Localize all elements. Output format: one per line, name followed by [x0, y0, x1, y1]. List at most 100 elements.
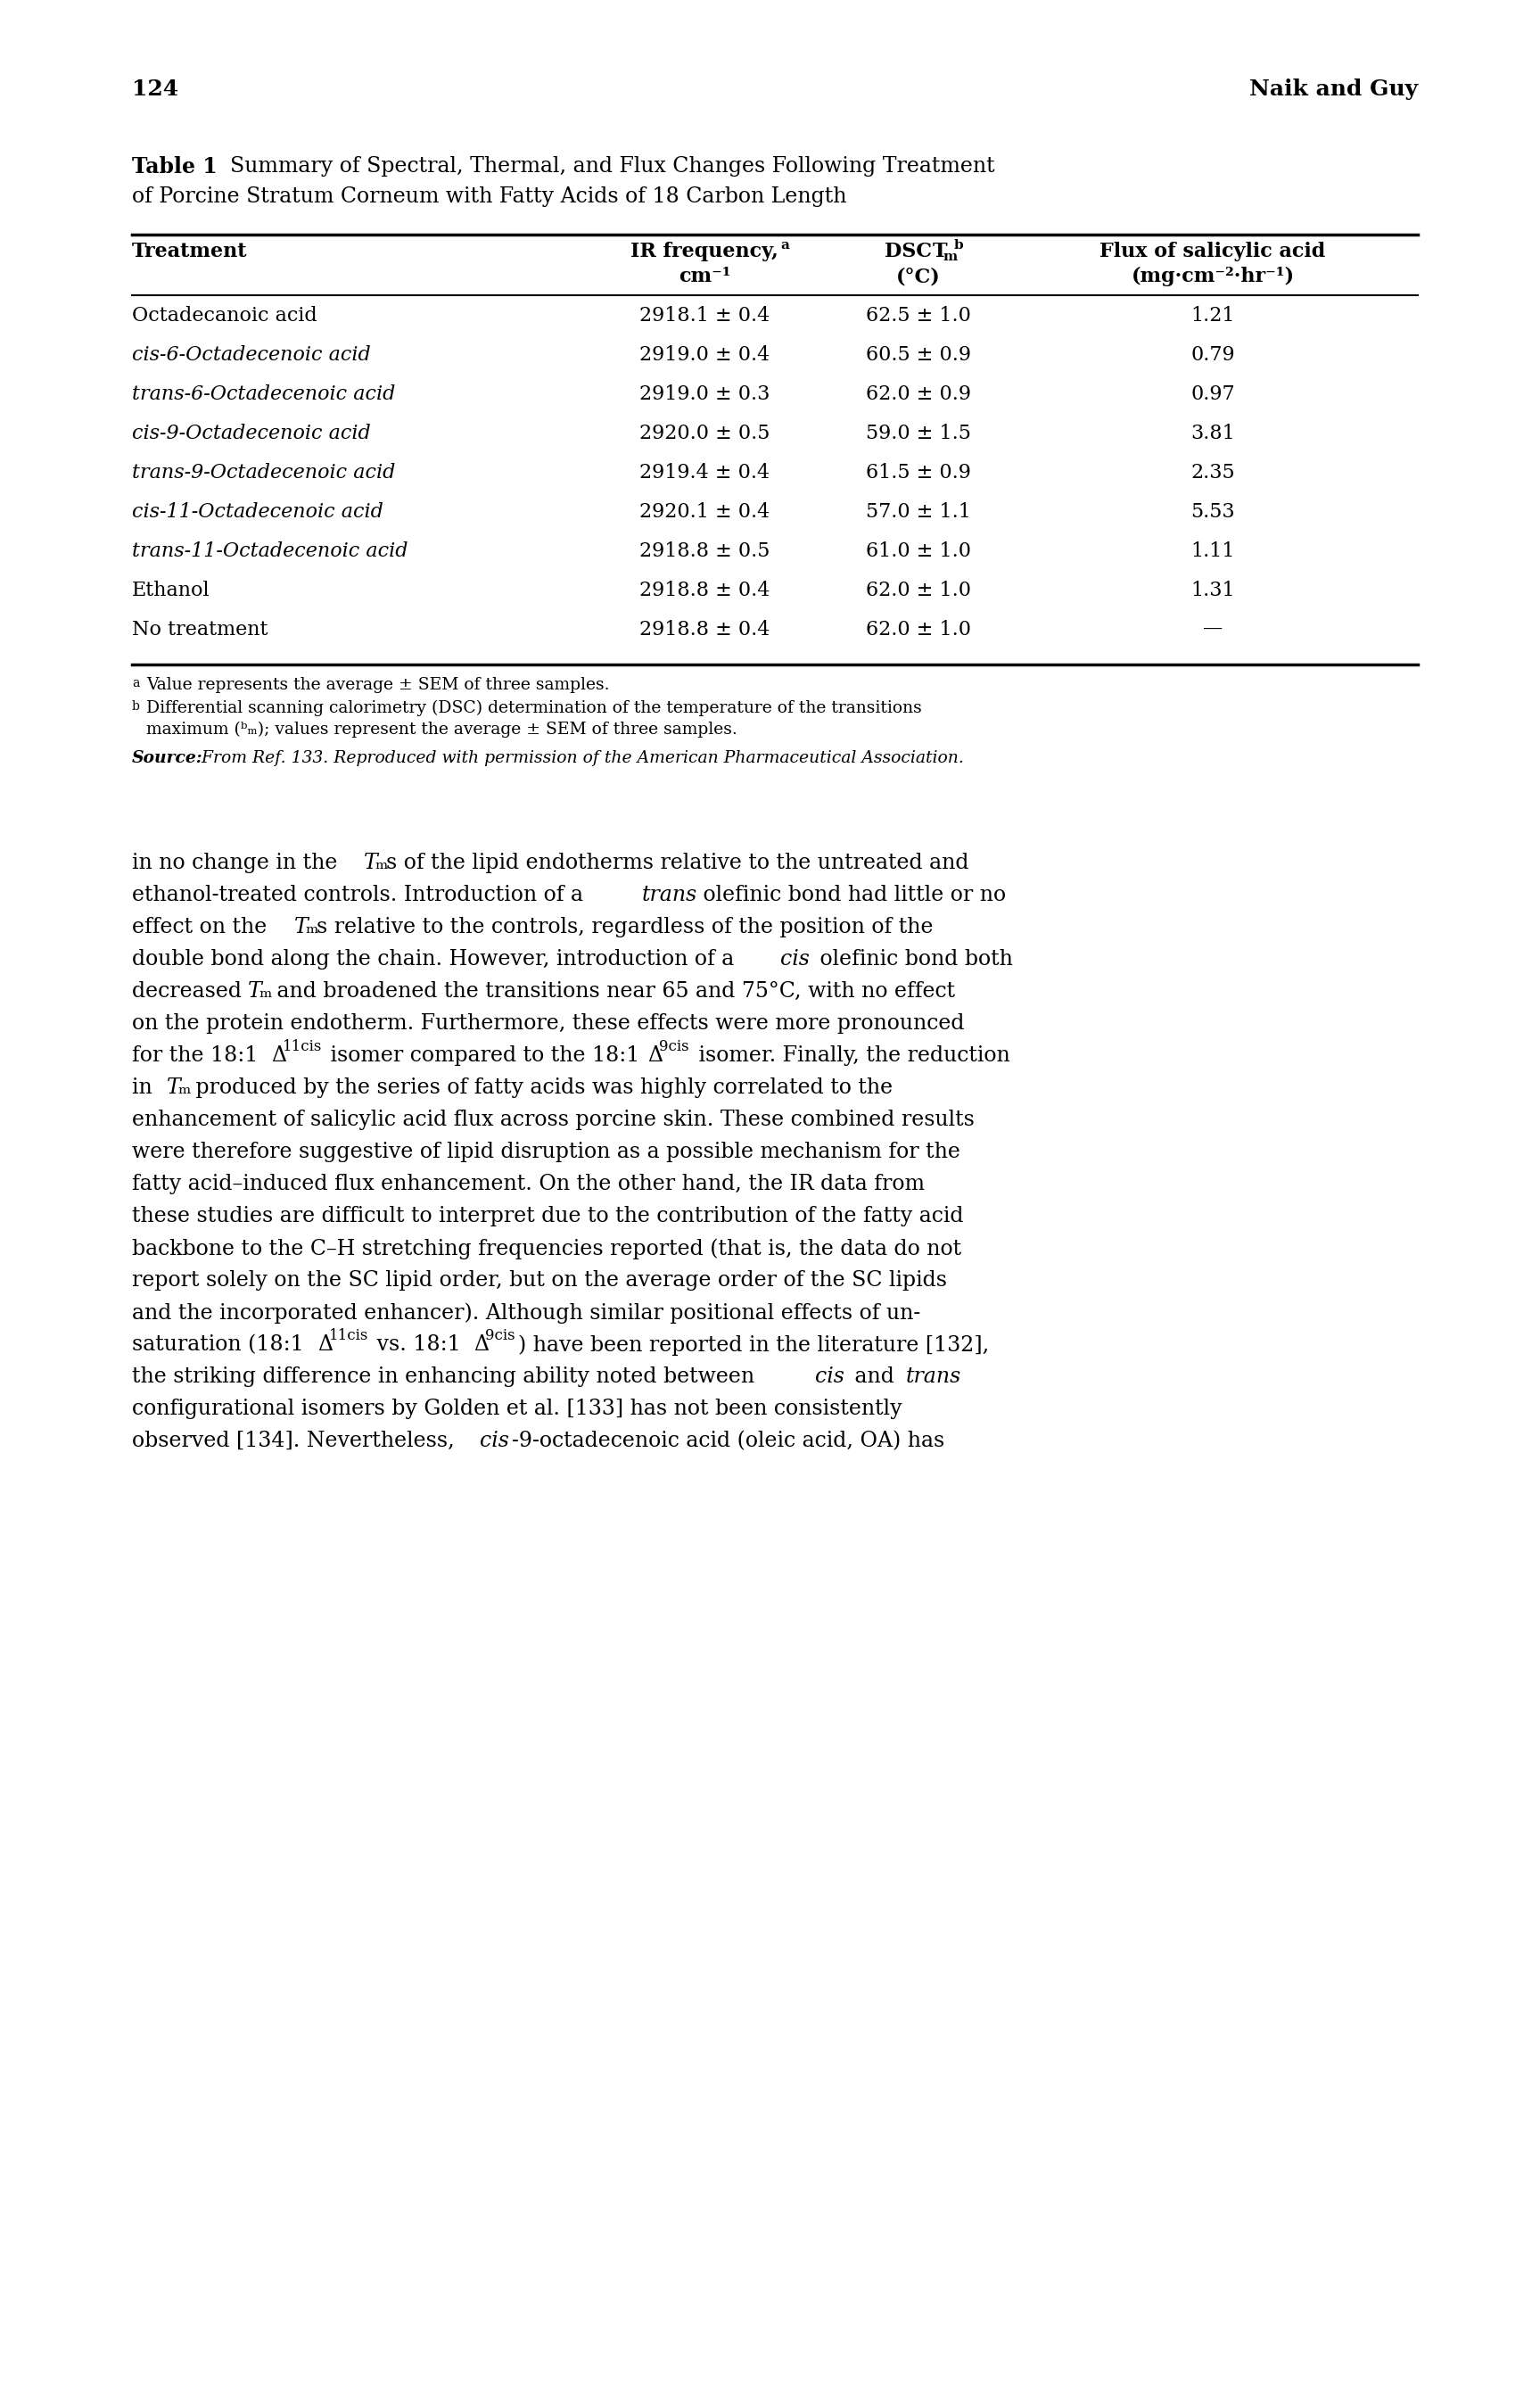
Text: Ethanol: Ethanol	[132, 581, 209, 600]
Text: -9-octadecenoic acid (oleic acid, OA) has: -9-octadecenoic acid (oleic acid, OA) ha…	[513, 1432, 946, 1451]
Text: ) have been reported in the literature [132],: ) have been reported in the literature […	[517, 1336, 989, 1355]
Text: configurational isomers by Golden et al. [133] has not been consistently: configurational isomers by Golden et al.…	[132, 1398, 902, 1420]
Text: 124: 124	[132, 79, 179, 101]
Text: the striking difference in enhancing ability noted between: the striking difference in enhancing abi…	[132, 1367, 761, 1386]
Text: saturation (18:1: saturation (18:1	[132, 1336, 303, 1355]
Text: 2919.4 ± 0.4: 2919.4 ± 0.4	[639, 464, 770, 483]
Text: Δ: Δ	[271, 1045, 286, 1066]
Text: 61.0 ± 1.0: 61.0 ± 1.0	[865, 540, 972, 562]
Text: 3.81: 3.81	[1190, 423, 1235, 444]
Text: olefinic bond had little or no: olefinic bond had little or no	[696, 884, 1006, 906]
Text: 2920.1 ± 0.4: 2920.1 ± 0.4	[639, 502, 770, 521]
Text: Table 1: Table 1	[132, 156, 217, 178]
Text: produced by the series of fatty acids was highly correlated to the: produced by the series of fatty acids wa…	[189, 1078, 893, 1098]
Text: were therefore suggestive of lipid disruption as a possible mechanism for the: were therefore suggestive of lipid disru…	[132, 1141, 961, 1163]
Text: T: T	[248, 980, 262, 1002]
Text: of Porcine Stratum Corneum with Fatty Acids of 18 Carbon Length: of Porcine Stratum Corneum with Fatty Ac…	[132, 187, 847, 207]
Text: Octadecanoic acid: Octadecanoic acid	[132, 305, 317, 327]
Text: in: in	[132, 1078, 159, 1098]
Text: Δ: Δ	[648, 1045, 662, 1066]
Text: observed [134]. Nevertheless,: observed [134]. Nevertheless,	[132, 1432, 462, 1451]
Text: ethanol-treated controls. Introduction of a: ethanol-treated controls. Introduction o…	[132, 884, 590, 906]
Text: and the incorporated enhancer). Although similar positional effects of un-: and the incorporated enhancer). Although…	[132, 1302, 921, 1324]
Text: 57.0 ± 1.1: 57.0 ± 1.1	[865, 502, 972, 521]
Text: T: T	[933, 243, 947, 262]
Text: No treatment: No treatment	[132, 620, 268, 639]
Text: (mg·cm⁻²·hr⁻¹): (mg·cm⁻²·hr⁻¹)	[1130, 267, 1295, 286]
Text: cis-9-Octadecenoic acid: cis-9-Octadecenoic acid	[132, 423, 371, 444]
Text: fatty acid–induced flux enhancement. On the other hand, the IR data from: fatty acid–induced flux enhancement. On …	[132, 1175, 924, 1194]
Text: cis-6-Octadecenoic acid: cis-6-Octadecenoic acid	[132, 346, 371, 365]
Text: maximum (ᵇₘ); values represent the average ± SEM of three samples.: maximum (ᵇₘ); values represent the avera…	[146, 721, 738, 737]
Text: olefinic bond both: olefinic bond both	[813, 949, 1013, 970]
Text: Δ: Δ	[317, 1336, 333, 1355]
Text: on the protein endotherm. Furthermore, these effects were more pronounced: on the protein endotherm. Furthermore, t…	[132, 1014, 964, 1033]
Text: ₘ: ₘ	[259, 980, 271, 1002]
Text: 0.79: 0.79	[1190, 346, 1235, 365]
Text: 2.35: 2.35	[1190, 464, 1235, 483]
Text: a: a	[132, 677, 140, 689]
Text: trans: trans	[906, 1367, 961, 1386]
Text: 1.11: 1.11	[1190, 540, 1235, 562]
Text: ₘ: ₘ	[374, 853, 388, 874]
Text: 2918.8 ± 0.5: 2918.8 ± 0.5	[639, 540, 770, 562]
Text: double bond along the chain. However, introduction of a: double bond along the chain. However, in…	[132, 949, 741, 970]
Text: Δ: Δ	[474, 1336, 490, 1355]
Text: isomer. Finally, the reduction: isomer. Finally, the reduction	[691, 1045, 1010, 1066]
Text: ₘ: ₘ	[177, 1078, 191, 1098]
Text: 1.21: 1.21	[1190, 305, 1235, 327]
Text: DSC: DSC	[884, 243, 939, 262]
Text: a: a	[781, 240, 788, 252]
Text: and: and	[849, 1367, 901, 1386]
Text: 60.5 ± 0.9: 60.5 ± 0.9	[865, 346, 972, 365]
Text: 59.0 ± 1.5: 59.0 ± 1.5	[865, 423, 972, 444]
Text: and broadened the transitions near 65 and 75°C, with no effect: and broadened the transitions near 65 an…	[271, 980, 955, 1002]
Text: 61.5 ± 0.9: 61.5 ± 0.9	[865, 464, 972, 483]
Text: Source:: Source:	[132, 749, 203, 766]
Text: Flux of salicylic acid: Flux of salicylic acid	[1100, 243, 1326, 262]
Text: b: b	[955, 240, 964, 252]
Text: 62.0 ± 1.0: 62.0 ± 1.0	[865, 581, 972, 600]
Text: m: m	[944, 250, 958, 264]
Text: cis-11-Octadecenoic acid: cis-11-Octadecenoic acid	[132, 502, 383, 521]
Text: trans-9-Octadecenoic acid: trans-9-Octadecenoic acid	[132, 464, 396, 483]
Text: T: T	[294, 918, 308, 937]
Text: 2918.8 ± 0.4: 2918.8 ± 0.4	[639, 581, 770, 600]
Text: report solely on the SC lipid order, but on the average order of the SC lipids: report solely on the SC lipid order, but…	[132, 1271, 947, 1290]
Text: Summary of Spectral, Thermal, and Flux Changes Following Treatment: Summary of Spectral, Thermal, and Flux C…	[217, 156, 995, 178]
Text: 2919.0 ± 0.4: 2919.0 ± 0.4	[639, 346, 770, 365]
Text: 2918.1 ± 0.4: 2918.1 ± 0.4	[639, 305, 770, 327]
Text: 62.0 ± 0.9: 62.0 ± 0.9	[865, 384, 972, 404]
Text: Differential scanning calorimetry (DSC) determination of the temperature of the : Differential scanning calorimetry (DSC) …	[146, 699, 922, 716]
Text: cis: cis	[815, 1367, 844, 1386]
Text: isomer compared to the 18:1: isomer compared to the 18:1	[323, 1045, 639, 1066]
Text: in no change in the: in no change in the	[132, 853, 343, 874]
Text: (°C): (°C)	[896, 267, 941, 286]
Text: trans: trans	[642, 884, 698, 906]
Text: trans-11-Octadecenoic acid: trans-11-Octadecenoic acid	[132, 540, 408, 562]
Text: 5.53: 5.53	[1190, 502, 1235, 521]
Text: 2920.0 ± 0.5: 2920.0 ± 0.5	[639, 423, 770, 444]
Text: s of the lipid endotherms relative to the untreated and: s of the lipid endotherms relative to th…	[387, 853, 969, 874]
Text: 9cis: 9cis	[659, 1040, 690, 1054]
Text: cm⁻¹: cm⁻¹	[678, 267, 730, 286]
Text: s relative to the controls, regardless of the position of the: s relative to the controls, regardless o…	[317, 918, 933, 937]
Text: backbone to the C–H stretching frequencies reported (that is, the data do not: backbone to the C–H stretching frequenci…	[132, 1237, 961, 1259]
Text: Treatment: Treatment	[132, 243, 248, 262]
Text: IR frequency,: IR frequency,	[630, 243, 778, 262]
Text: From Ref. 133. Reproduced with permission of the American Pharmaceutical Associa: From Ref. 133. Reproduced with permissio…	[196, 749, 964, 766]
Text: Naik and Guy: Naik and Guy	[1249, 79, 1418, 101]
Text: ₘ: ₘ	[305, 918, 317, 937]
Text: for the 18:1: for the 18:1	[132, 1045, 259, 1066]
Text: —: —	[1203, 620, 1223, 639]
Text: enhancement of salicylic acid flux across porcine skin. These combined results: enhancement of salicylic acid flux acros…	[132, 1110, 975, 1129]
Text: Value represents the average ± SEM of three samples.: Value represents the average ± SEM of th…	[146, 677, 610, 694]
Text: 0.97: 0.97	[1190, 384, 1235, 404]
Text: vs. 18:1: vs. 18:1	[370, 1336, 460, 1355]
Text: 9cis: 9cis	[485, 1328, 516, 1343]
Text: 1.31: 1.31	[1190, 581, 1235, 600]
Text: 2919.0 ± 0.3: 2919.0 ± 0.3	[639, 384, 770, 404]
Text: decreased: decreased	[132, 980, 248, 1002]
Text: 62.5 ± 1.0: 62.5 ± 1.0	[865, 305, 972, 327]
Text: 62.0 ± 1.0: 62.0 ± 1.0	[865, 620, 972, 639]
